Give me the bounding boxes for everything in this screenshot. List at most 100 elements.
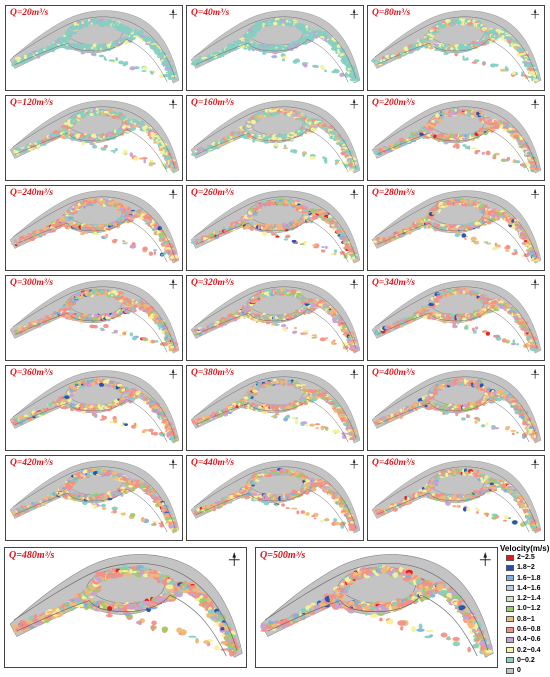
velocity-cell <box>36 141 39 144</box>
velocity-cell <box>122 30 127 33</box>
velocity-cell <box>112 239 117 243</box>
velocity-cell <box>67 28 72 32</box>
velocity-cell <box>104 145 108 148</box>
velocity-cell <box>282 56 286 60</box>
north-arrow-icon <box>350 99 358 109</box>
velocity-cell <box>335 159 340 161</box>
velocity-cell <box>201 147 205 149</box>
velocity-cell <box>130 127 136 131</box>
velocity-cell <box>456 144 460 148</box>
velocity-cell <box>283 147 288 149</box>
velocity-cell <box>133 157 138 161</box>
velocity-cell <box>161 238 165 241</box>
velocity-cell <box>149 162 154 166</box>
velocity-cell <box>458 20 461 24</box>
velocity-cell <box>333 132 336 135</box>
velocity-cell <box>151 70 154 72</box>
velocity-map <box>187 186 363 270</box>
velocity-cell <box>299 27 302 29</box>
velocity-cell <box>340 148 345 150</box>
velocity-cell <box>115 57 118 61</box>
velocity-cell <box>448 109 451 113</box>
velocity-cell <box>349 167 354 169</box>
velocity-cell <box>81 52 85 55</box>
velocity-cell <box>443 23 446 25</box>
velocity-cell <box>376 62 380 64</box>
velocity-cell <box>15 57 21 61</box>
velocity-cell <box>104 56 106 60</box>
velocity-cell <box>294 58 300 62</box>
velocity-cell <box>254 116 256 119</box>
velocity-cell <box>256 44 261 46</box>
velocity-cell <box>375 151 378 155</box>
north-arrow-icon <box>169 99 177 109</box>
velocity-map <box>6 186 182 270</box>
discharge-label: Q=120m³/s <box>10 98 53 108</box>
velocity-cell <box>24 55 27 59</box>
velocity-cell <box>508 36 511 40</box>
velocity-cell <box>90 143 95 145</box>
velocity-cell <box>337 50 340 54</box>
velocity-cell <box>306 212 309 214</box>
velocity-cell <box>482 129 486 131</box>
velocity-cell <box>324 37 327 40</box>
velocity-cell <box>410 140 416 142</box>
velocity-cell <box>215 142 218 146</box>
north-arrow-icon <box>169 9 177 19</box>
velocity-cell <box>273 22 278 26</box>
velocity-cell <box>143 66 148 70</box>
velocity-cell <box>11 242 14 245</box>
velocity-cell <box>142 249 146 251</box>
velocity-cell <box>66 225 69 228</box>
velocity-cell <box>82 141 85 145</box>
discharge-label: Q=40m³/s <box>191 8 229 18</box>
velocity-cell <box>149 252 153 256</box>
velocity-cell <box>434 44 440 46</box>
velocity-cell <box>133 35 138 37</box>
velocity-cell <box>98 113 101 115</box>
velocity-map <box>6 6 182 90</box>
velocity-cell <box>153 249 157 251</box>
velocity-cell <box>110 150 116 152</box>
velocity-cell <box>474 21 480 23</box>
velocity-cell <box>331 71 335 74</box>
velocity-cell <box>324 70 327 72</box>
velocity-cell <box>216 231 219 235</box>
velocity-cell <box>331 224 335 226</box>
velocity-cell <box>81 111 85 113</box>
velocity-cell <box>284 145 286 148</box>
velocity-cell <box>350 158 353 162</box>
velocity-cell <box>289 44 292 48</box>
velocity-cell <box>301 129 304 132</box>
velocity-cell <box>455 109 457 112</box>
discharge-label: Q=200m³/s <box>372 98 415 108</box>
velocity-cell <box>143 159 146 163</box>
map-panel: Q=40m³/s <box>186 5 364 91</box>
velocity-cell <box>142 157 148 160</box>
velocity-cell <box>471 147 477 149</box>
velocity-cell <box>285 204 288 206</box>
map-panel: Q=160m³/s <box>186 95 364 181</box>
velocity-cell <box>145 43 150 45</box>
velocity-cell <box>141 70 147 72</box>
velocity-cell <box>511 71 515 75</box>
velocity-cell <box>268 201 271 204</box>
map-panel: Q=120m³/s <box>5 95 183 181</box>
velocity-cell <box>117 27 120 29</box>
velocity-cell <box>508 127 511 130</box>
velocity-cell <box>163 251 166 255</box>
velocity-cell <box>248 124 253 126</box>
velocity-cell <box>471 41 475 44</box>
north-arrow-icon <box>531 99 539 109</box>
velocity-cell <box>307 29 313 31</box>
velocity-cell <box>109 112 115 114</box>
discharge-label: Q=160m³/s <box>191 98 234 108</box>
velocity-cell <box>68 216 73 219</box>
velocity-cell <box>500 69 506 72</box>
velocity-cell <box>328 43 331 45</box>
velocity-cell <box>525 65 531 67</box>
velocity-cell <box>448 113 451 117</box>
velocity-cell <box>455 52 459 54</box>
velocity-map <box>187 6 363 90</box>
velocity-cell <box>444 43 449 47</box>
